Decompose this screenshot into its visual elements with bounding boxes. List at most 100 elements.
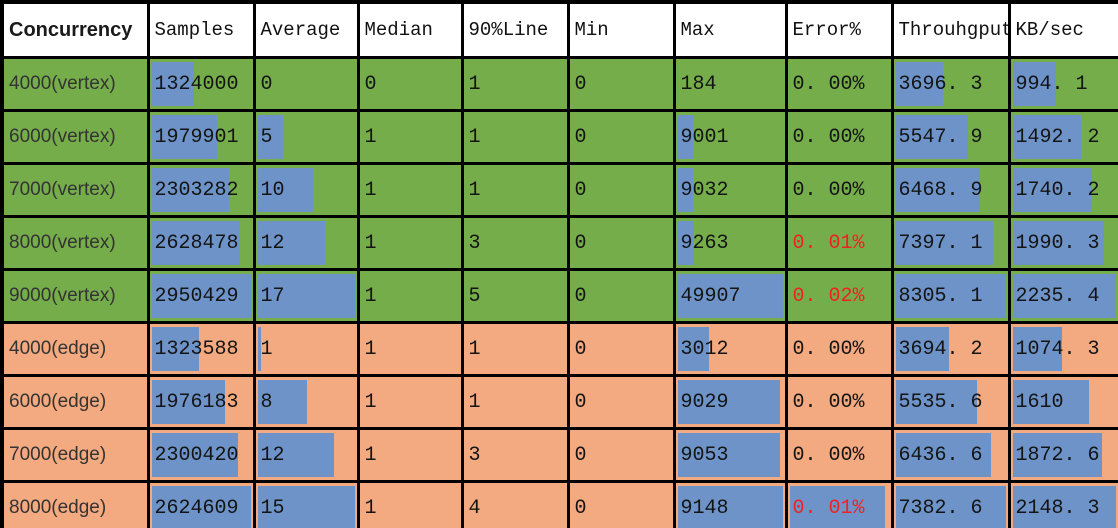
cell-median[interactable]: 1	[356, 268, 464, 324]
cell-kbsec[interactable]: 1740. 2	[1007, 162, 1118, 218]
cell-error[interactable]: 0. 00%	[784, 427, 894, 483]
cell-kbsec[interactable]: 1990. 3	[1007, 215, 1118, 271]
cell-kbsec[interactable]: 1610	[1007, 374, 1118, 430]
row-label-cell[interactable]: 8000(vertex)	[0, 215, 150, 271]
cell-average[interactable]: 1	[252, 321, 360, 377]
cell-median[interactable]: 1	[356, 480, 464, 528]
cell-90line[interactable]: 1	[460, 162, 570, 218]
cell-90line[interactable]: 3	[460, 215, 570, 271]
cell-90line[interactable]: 5	[460, 268, 570, 324]
col-header-max[interactable]: Max	[672, 0, 788, 59]
cell-median[interactable]: 1	[356, 427, 464, 483]
cell-error[interactable]: 0. 00%	[784, 374, 894, 430]
cell-samples[interactable]: 1323588	[146, 321, 256, 377]
cell-min[interactable]: 0	[566, 427, 676, 483]
cell-median[interactable]: 1	[356, 162, 464, 218]
cell-kbsec[interactable]: 994. 1	[1007, 56, 1118, 112]
cell-samples[interactable]: 2300420	[146, 427, 256, 483]
col-header-error[interactable]: Error%	[784, 0, 894, 59]
cell-error[interactable]: 0. 01%	[784, 215, 894, 271]
col-header-median[interactable]: Median	[356, 0, 464, 59]
cell-min[interactable]: 0	[566, 109, 676, 165]
cell-error[interactable]: 0. 00%	[784, 321, 894, 377]
col-header-90line[interactable]: 90%Line	[460, 0, 570, 59]
cell-average[interactable]: 12	[252, 215, 360, 271]
cell-min[interactable]: 0	[566, 321, 676, 377]
cell-average[interactable]: 8	[252, 374, 360, 430]
cell-throughput[interactable]: 3696. 3	[890, 56, 1011, 112]
row-label-cell[interactable]: 7000(edge)	[0, 427, 150, 483]
cell-max[interactable]: 3012	[672, 321, 788, 377]
col-header-concurrency[interactable]: Concurrency	[0, 0, 150, 59]
cell-error[interactable]: 0. 00%	[784, 56, 894, 112]
row-label-cell[interactable]: 9000(vertex)	[0, 268, 150, 324]
cell-median[interactable]: 1	[356, 374, 464, 430]
col-header-min[interactable]: Min	[566, 0, 676, 59]
cell-samples[interactable]: 1976183	[146, 374, 256, 430]
cell-throughput[interactable]: 5535. 6	[890, 374, 1011, 430]
cell-median[interactable]: 1	[356, 109, 464, 165]
row-label-cell[interactable]: 4000(edge)	[0, 321, 150, 377]
col-header-kbsec[interactable]: KB/sec	[1007, 0, 1118, 59]
cell-90line[interactable]: 1	[460, 56, 570, 112]
cell-90line[interactable]: 3	[460, 427, 570, 483]
cell-throughput[interactable]: 5547. 9	[890, 109, 1011, 165]
cell-min[interactable]: 0	[566, 374, 676, 430]
cell-max[interactable]: 9053	[672, 427, 788, 483]
cell-median[interactable]: 1	[356, 215, 464, 271]
cell-max[interactable]: 9001	[672, 109, 788, 165]
cell-error[interactable]: 0. 00%	[784, 109, 894, 165]
cell-error[interactable]: 0. 00%	[784, 162, 894, 218]
cell-samples[interactable]: 2628478	[146, 215, 256, 271]
cell-median[interactable]: 1	[356, 321, 464, 377]
cell-average[interactable]: 17	[252, 268, 360, 324]
cell-throughput[interactable]: 7397. 1	[890, 215, 1011, 271]
cell-max[interactable]: 9029	[672, 374, 788, 430]
cell-90line[interactable]: 1	[460, 109, 570, 165]
col-header-throughput[interactable]: Throuhgput	[890, 0, 1011, 59]
col-header-samples[interactable]: Samples	[146, 0, 256, 59]
cell-kbsec[interactable]: 1872. 6	[1007, 427, 1118, 483]
cell-throughput[interactable]: 8305. 1	[890, 268, 1011, 324]
row-label-cell[interactable]: 6000(vertex)	[0, 109, 150, 165]
cell-average[interactable]: 10	[252, 162, 360, 218]
cell-average[interactable]: 5	[252, 109, 360, 165]
cell-kbsec[interactable]: 2148. 3	[1007, 480, 1118, 528]
cell-max[interactable]: 9263	[672, 215, 788, 271]
cell-min[interactable]: 0	[566, 215, 676, 271]
cell-median[interactable]: 0	[356, 56, 464, 112]
cell-max[interactable]: 9148	[672, 480, 788, 528]
cell-min[interactable]: 0	[566, 162, 676, 218]
cell-min[interactable]: 0	[566, 56, 676, 112]
cell-min[interactable]: 0	[566, 480, 676, 528]
col-header-average[interactable]: Average	[252, 0, 360, 59]
cell-throughput[interactable]: 6468. 9	[890, 162, 1011, 218]
cell-max[interactable]: 49907	[672, 268, 788, 324]
row-label-cell[interactable]: 7000(vertex)	[0, 162, 150, 218]
row-label-cell[interactable]: 8000(edge)	[0, 480, 150, 528]
cell-min[interactable]: 0	[566, 268, 676, 324]
cell-max[interactable]: 9032	[672, 162, 788, 218]
cell-error[interactable]: 0. 02%	[784, 268, 894, 324]
cell-throughput[interactable]: 6436. 6	[890, 427, 1011, 483]
cell-90line[interactable]: 4	[460, 480, 570, 528]
cell-90line[interactable]: 1	[460, 321, 570, 377]
cell-kbsec[interactable]: 1492. 2	[1007, 109, 1118, 165]
cell-samples[interactable]: 1979901	[146, 109, 256, 165]
cell-kbsec[interactable]: 1074. 3	[1007, 321, 1118, 377]
cell-90line[interactable]: 1	[460, 374, 570, 430]
row-label-cell[interactable]: 6000(edge)	[0, 374, 150, 430]
cell-max[interactable]: 184	[672, 56, 788, 112]
cell-samples[interactable]: 2624609	[146, 480, 256, 528]
cell-kbsec[interactable]: 2235. 4	[1007, 268, 1118, 324]
row-label-cell[interactable]: 4000(vertex)	[0, 56, 150, 112]
cell-samples[interactable]: 2303282	[146, 162, 256, 218]
cell-samples[interactable]: 2950429	[146, 268, 256, 324]
cell-average[interactable]: 15	[252, 480, 360, 528]
cell-throughput[interactable]: 7382. 6	[890, 480, 1011, 528]
cell-error[interactable]: 0. 01%	[784, 480, 894, 528]
cell-samples[interactable]: 1324000	[146, 56, 256, 112]
cell-throughput[interactable]: 3694. 2	[890, 321, 1011, 377]
cell-average[interactable]: 12	[252, 427, 360, 483]
cell-average[interactable]: 0	[252, 56, 360, 112]
